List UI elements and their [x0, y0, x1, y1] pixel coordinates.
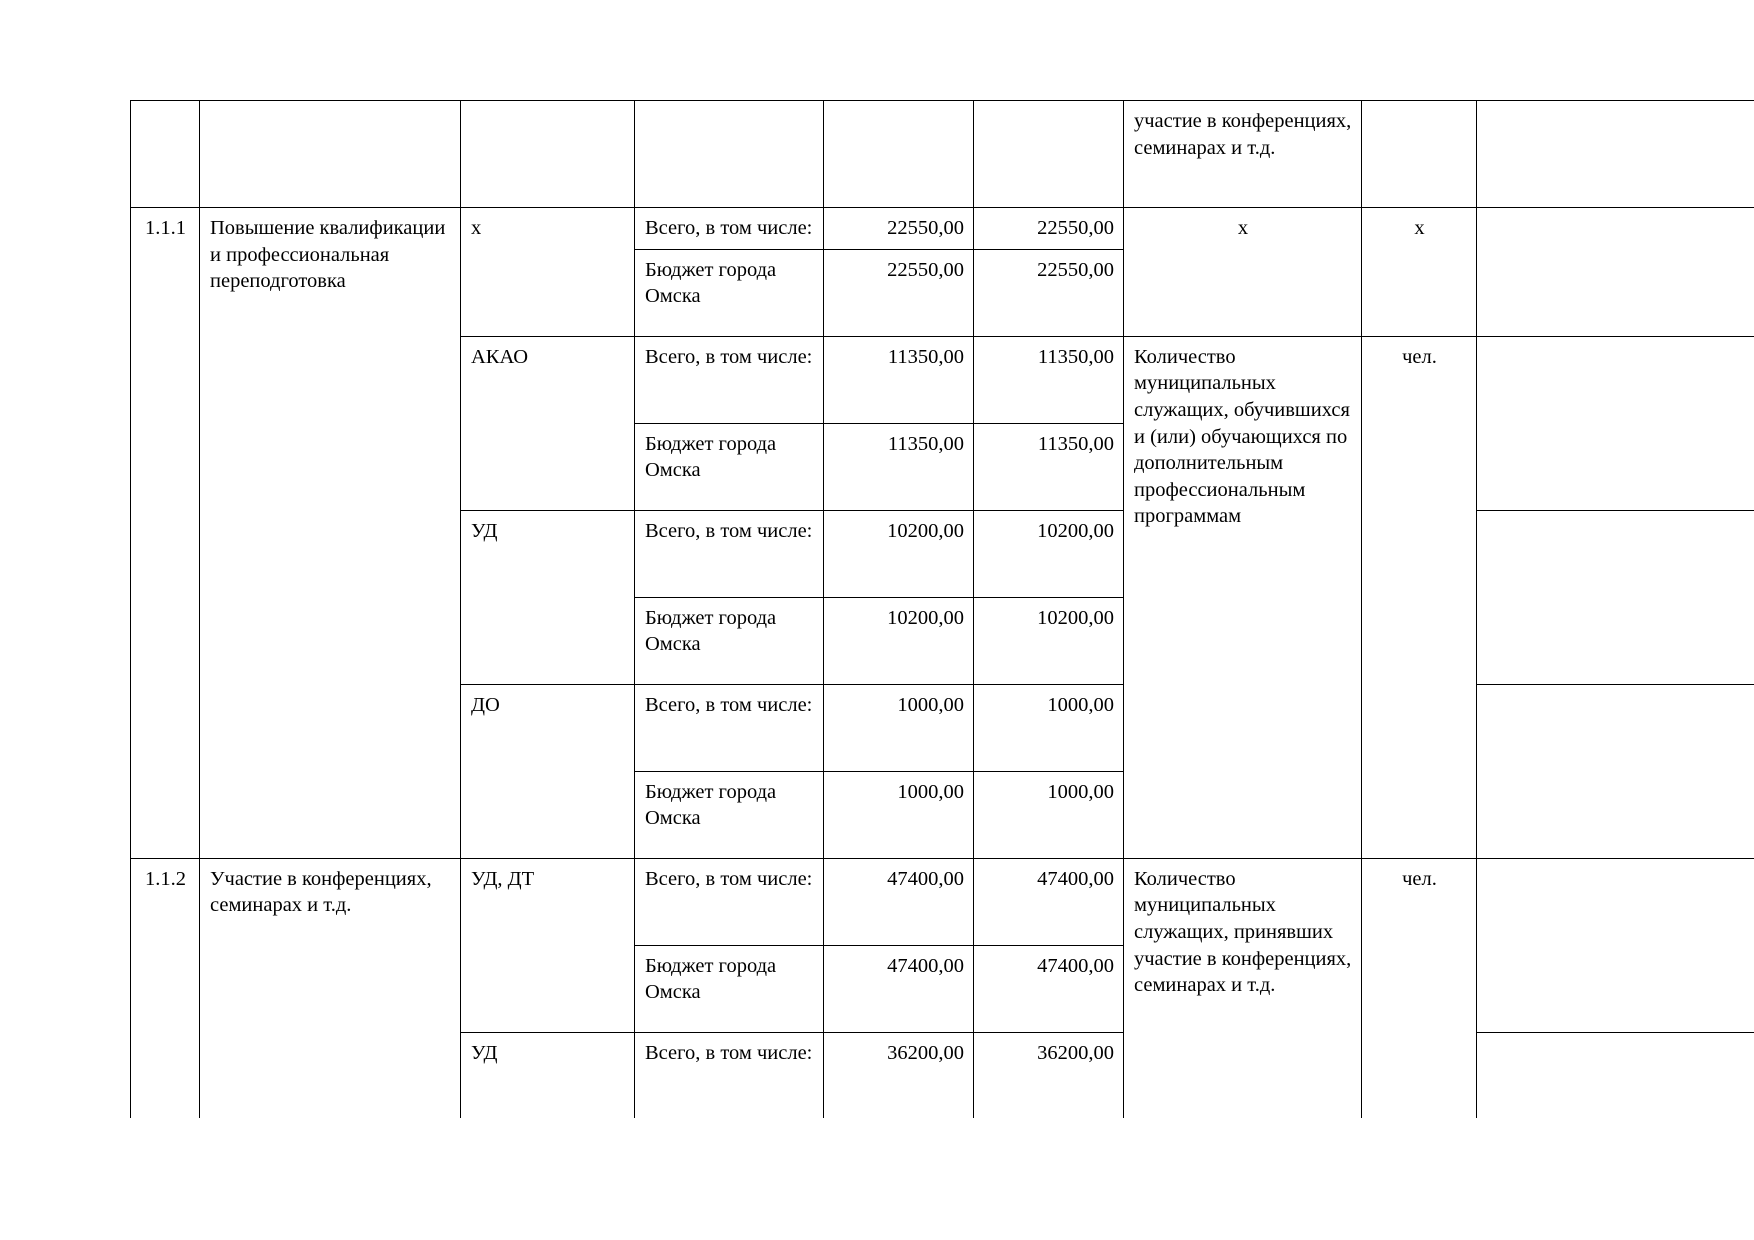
table-row: участие в конференциях, семинарах и т.д.: [130, 100, 1754, 208]
amount-year-cell: 22550,00: [973, 248, 1124, 337]
indicator-unit-cell: х: [1361, 207, 1477, 337]
funding-source-cell: Всего, в том числе:: [634, 1031, 824, 1118]
activity-name-cell: [199, 100, 461, 208]
amount-total-cell: 22550,00: [823, 207, 974, 250]
funding-source-cell: Бюджет города Омска: [634, 422, 824, 511]
amount-total-cell: 1000,00: [823, 770, 974, 859]
funding-source-cell: Бюджет города Омска: [634, 248, 824, 337]
indicator-value-cell: 2: [1476, 1031, 1754, 1118]
funding-source-cell: Всего, в том числе:: [634, 207, 824, 250]
indicator-value-cell: х: [1476, 207, 1754, 337]
executor-cell: УД: [460, 509, 635, 685]
amount-total-cell: 10200,00: [823, 509, 974, 598]
amount-year-cell: 10200,00: [973, 596, 1124, 685]
indicator-value-cell: 4: [1476, 857, 1754, 1033]
amount-total-cell: 47400,00: [823, 944, 974, 1033]
funding-source-cell: Бюджет города Омска: [634, 944, 824, 1033]
indicator-value-cell: 1: [1476, 335, 1754, 511]
executor-cell: [460, 100, 635, 208]
program-activities-table: участие в конференциях, семинарах и т.д.…: [130, 100, 1754, 1118]
table-row: АКАО Всего, в том числе: 11350,00 11350,…: [131, 335, 1754, 859]
activity-number-cell: 1.1.2: [130, 857, 200, 1118]
activity-number-cell: 1.1.1: [130, 207, 200, 859]
table-clip-viewport: участие в конференциях, семинарах и т.д.…: [130, 100, 1754, 1118]
amount-year-cell: 47400,00: [973, 857, 1124, 946]
table-row: УД Всего, в том числе: 10200,00 10200,00…: [131, 509, 1754, 685]
amount-year-cell: [973, 100, 1124, 208]
indicator-name-cell: х: [1123, 207, 1362, 337]
table-row: Бюджет города Омска 47400,00 47400,00: [131, 944, 1754, 1033]
table-row: Бюджет города Омска 22550,00 22550,00: [131, 248, 1754, 337]
executor-cell: АКАО: [460, 335, 635, 511]
table-row: 1.1.2 Участие в конференциях, семинарах …: [130, 857, 1754, 1118]
executor-cell: УД, ДТ: [460, 857, 635, 1033]
indicator-name-cell: Количество муниципальных служащих, приня…: [1123, 857, 1362, 1118]
funding-source-cell: Всего, в том числе:: [634, 857, 824, 946]
amount-total-cell: 36200,00: [823, 1031, 974, 1118]
amount-total-cell: 47400,00: [823, 857, 974, 946]
table-row: Бюджет города Омска 1000,00 1000,00: [131, 770, 1754, 859]
indicator-unit-cell: чел.: [1361, 857, 1477, 1118]
activity-name-cell: Повышение квалификации и профессиональна…: [199, 207, 461, 859]
executor-cell: ДО: [460, 683, 635, 859]
amount-total-cell: 22550,00: [823, 248, 974, 337]
table-row: УД Всего, в том числе: 36200,00 36200,00…: [131, 1031, 1754, 1118]
amount-total-cell: 10200,00: [823, 596, 974, 685]
indicator-name-cell: Количество муниципальных служащих, обучи…: [1123, 335, 1362, 859]
amount-year-cell: 22550,00: [973, 207, 1124, 250]
indicator-unit-cell: чел.: [1361, 335, 1477, 859]
indicator-name-cell: участие в конференциях, семинарах и т.д.: [1123, 100, 1362, 208]
amount-year-cell: 10200,00: [973, 509, 1124, 598]
funding-source-cell: Всего, в том числе:: [634, 509, 824, 598]
amount-year-cell: 47400,00: [973, 944, 1124, 1033]
amount-year-cell: 1000,00: [973, 770, 1124, 859]
indicator-value-cell: [1476, 100, 1754, 208]
executor-cell: УД: [460, 1031, 635, 1118]
amount-total-cell: [823, 100, 974, 208]
executor-cell: х: [460, 207, 635, 337]
indicator-unit-cell: [1361, 100, 1477, 208]
amount-year-cell: 11350,00: [973, 335, 1124, 424]
table-row: Бюджет города Омска 11350,00 11350,00: [131, 422, 1754, 511]
amount-total-cell: 11350,00: [823, 422, 974, 511]
activity-number-cell: [130, 100, 200, 208]
funding-source-cell: Всего, в том числе:: [634, 683, 824, 772]
amount-year-cell: 11350,00: [973, 422, 1124, 511]
amount-total-cell: 1000,00: [823, 683, 974, 772]
indicator-value-cell: 1: [1476, 683, 1754, 859]
funding-source-cell: [634, 100, 824, 208]
funding-source-cell: Бюджет города Омска: [634, 596, 824, 685]
amount-year-cell: 1000,00: [973, 683, 1124, 772]
table-row: 1.1.1 Повышение квалификации и профессио…: [130, 207, 1754, 859]
funding-source-cell: Бюджет города Омска: [634, 770, 824, 859]
amount-year-cell: 36200,00: [973, 1031, 1124, 1118]
activity-name-cell: Участие в конференциях, семинарах и т.д.: [199, 857, 461, 1118]
funding-source-cell: Всего, в том числе:: [634, 335, 824, 424]
amount-total-cell: 11350,00: [823, 335, 974, 424]
indicator-value-cell: 1: [1476, 509, 1754, 685]
table-row: Бюджет города Омска 10200,00 10200,00: [131, 596, 1754, 685]
